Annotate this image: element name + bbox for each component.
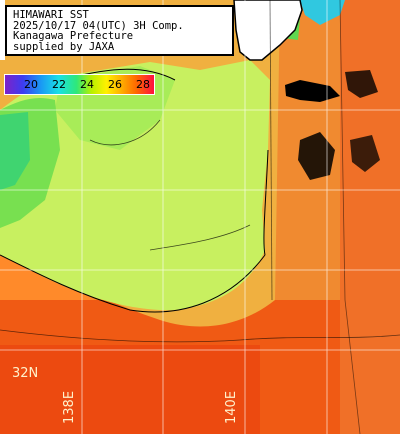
land-west-edge — [0, 0, 5, 60]
contour-east — [263, 149, 269, 256]
cloud-mask-3 — [345, 70, 378, 98]
colorbar-tick: 20 — [24, 78, 38, 91]
colorbar-tick: 28 — [136, 78, 150, 91]
cloud-mask-1 — [285, 80, 340, 102]
contour-warm — [0, 329, 400, 343]
title-line-3: Kanagawa Prefecture — [13, 30, 134, 42]
contour-far-east — [339, 0, 361, 434]
sst-nearshore-cyan — [0, 112, 30, 190]
colorbar-tick: 24 — [80, 78, 94, 91]
colorbar-gradient — [5, 75, 154, 94]
colorbar: 20 22 24 26 28 — [4, 74, 155, 95]
longitude-label-138e: 138E — [62, 390, 77, 424]
title-line-4: supplied by JAXA — [13, 40, 115, 53]
title-line-2: 2025/10/17 04(UTC) 3H Comp. — [13, 19, 184, 32]
cloud-mask-2 — [298, 132, 335, 180]
contour-east-band — [269, 0, 273, 301]
sst-far-east-band — [340, 0, 400, 434]
cloud-mask-4 — [350, 135, 380, 172]
contour-inner-2 — [149, 224, 251, 251]
longitude-label-140e: 140E — [224, 390, 239, 424]
colorbar-tick: 22 — [52, 78, 66, 91]
sst-bay-cool-patch — [300, 0, 345, 25]
contour-south — [0, 254, 266, 313]
title-line-1: HIMAWARI SST — [13, 9, 89, 21]
colorbar-tick: 26 — [108, 78, 122, 91]
sst-southwest-warmest — [0, 345, 260, 434]
land-izu-miura — [233, 0, 303, 61]
title-box: HIMAWARI SST 2025/10/17 04(UTC) 3H Comp.… — [5, 5, 234, 56]
contour-inner — [89, 119, 161, 146]
latitude-label-32n: 32N — [12, 366, 39, 381]
